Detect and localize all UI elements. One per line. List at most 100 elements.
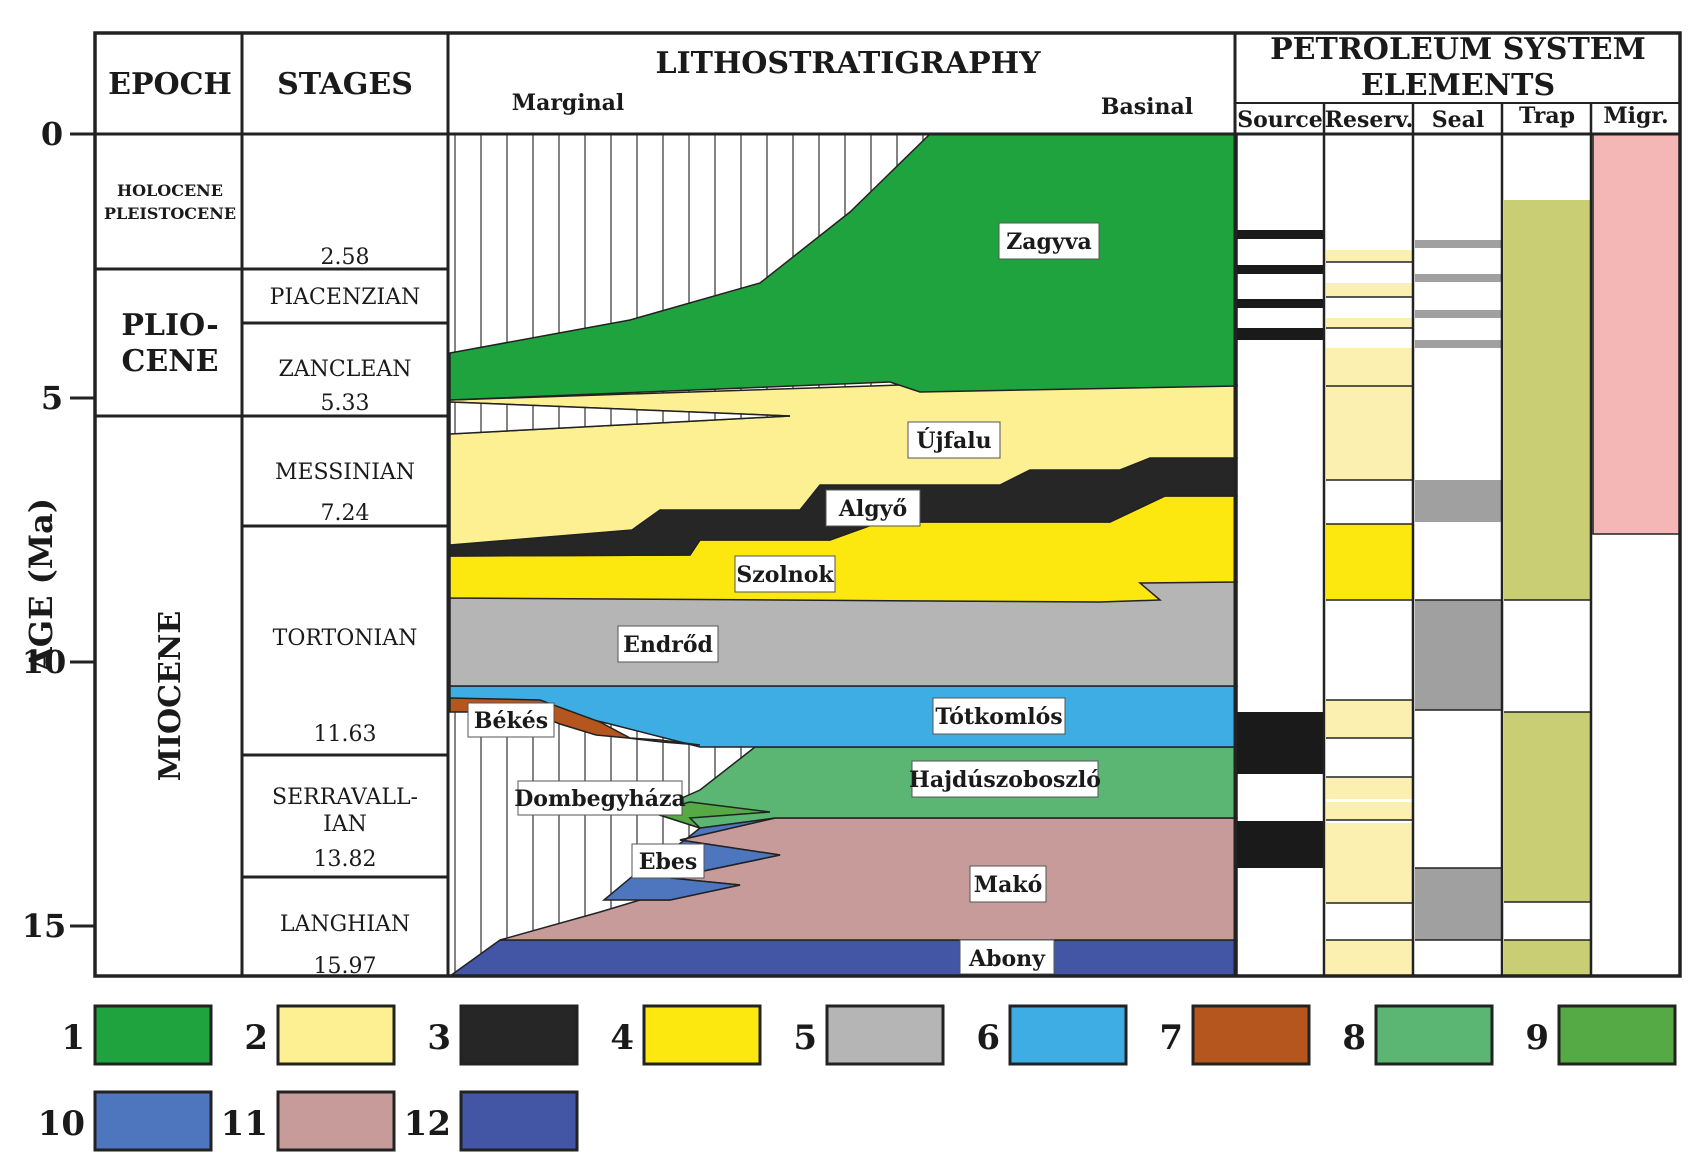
reservoir-interval [1326, 940, 1412, 976]
label-ujfalu: Újfalu [916, 427, 991, 454]
header-petroleum-elements: ELEMENTS [1361, 68, 1555, 103]
tick-label: 15 [22, 907, 67, 945]
legend-number: 5 [793, 1018, 817, 1058]
migration-column [1592, 133, 1681, 535]
source-bed [1237, 299, 1323, 308]
header-lithostratigraphy: LITHOSTRATIGRAPHY [656, 46, 1042, 81]
label-box-mako [969, 865, 1047, 903]
source-bed [1237, 712, 1323, 774]
tick-label: 5 [41, 379, 63, 417]
source-column [1237, 230, 1323, 868]
label-hajduszoboszlo: Hajdúszoboszló [909, 767, 1101, 793]
legend-number: 4 [610, 1018, 634, 1058]
header-migration: Migr. [1603, 103, 1668, 129]
legend-number: 6 [976, 1018, 1000, 1058]
legend-swatch [1557, 1004, 1677, 1066]
legend-swatch [1191, 1004, 1311, 1066]
stage-piacenzian: PIACENZIAN [270, 285, 421, 310]
trap-column [1504, 200, 1590, 976]
epoch-pliocene-2: CENE [121, 344, 218, 379]
legend-number: 8 [1342, 1018, 1366, 1058]
legend-swatch [459, 1004, 579, 1066]
stage-zanclean: ZANCLEAN [278, 357, 411, 382]
label-box-zagyva [998, 222, 1100, 260]
epoch-pliocene-1: PLIO- [121, 308, 218, 343]
stage-serravallian-2: IAN [323, 812, 367, 837]
header-basinal: Basinal [1101, 94, 1193, 120]
label-box-ebes [631, 843, 705, 879]
label-box-szolnok [734, 555, 836, 593]
legend-swatch [825, 1004, 945, 1066]
epoch-miocene: MIOCENE [153, 611, 188, 781]
seal-interval [1415, 600, 1501, 710]
formation-labels: Zagyva Újfalu Algyő Szolnok Endrőd Békés… [467, 222, 1101, 975]
boundary-age: 7.24 [321, 501, 370, 526]
epoch-labels: HOLOCENE PLEISTOCENE PLIO- CENE MIOCENE [104, 181, 236, 781]
boundary-age: 5.33 [321, 391, 370, 416]
label-box-algyo [825, 489, 921, 527]
label-box-bekes [467, 702, 555, 738]
header-stages: STAGES [277, 67, 413, 102]
label-box-endrod [617, 625, 719, 663]
header-seal: Seal [1432, 107, 1485, 133]
trap-interval [1504, 940, 1590, 976]
source-bed [1237, 265, 1323, 274]
header-epoch: EPOCH [108, 67, 232, 102]
seal-interval [1415, 240, 1501, 248]
lithostratigraphy-panel: Zagyva Újfalu Algyő Szolnok Endrőd Békés… [447, 133, 1238, 977]
stage-messinian: MESSINIAN [275, 460, 415, 485]
reservoir-interval [1326, 318, 1412, 328]
marginal-wedge [449, 401, 791, 435]
seal-interval [1415, 274, 1501, 282]
legend-number: 11 [221, 1104, 268, 1144]
boundary-age: 2.58 [321, 245, 370, 270]
header-trap: Trap [1519, 103, 1575, 129]
label-box-hajduszoboszlo [911, 760, 1099, 798]
axis-label: AGE (Ma) [22, 498, 60, 673]
legend-swatch [93, 1004, 213, 1066]
boundary-age: 13.82 [314, 847, 377, 872]
reservoir-interval [1326, 700, 1412, 738]
legend-number: 10 [38, 1104, 85, 1144]
label-endrod: Endrőd [623, 632, 713, 658]
stage-langhian: LANGHIAN [280, 912, 410, 937]
reservoir-interval [1326, 348, 1412, 480]
source-bed [1237, 821, 1323, 868]
label-zagyva: Zagyva [1006, 229, 1092, 255]
migration-interval [1592, 133, 1681, 535]
source-bed [1237, 230, 1323, 239]
header-marginal: Marginal [512, 90, 625, 116]
legend-number: 2 [244, 1018, 268, 1058]
legend-number: 1 [61, 1018, 85, 1058]
header-petroleum-system: PETROLEUM SYSTEM [1270, 32, 1646, 67]
legend-swatch [642, 1004, 762, 1066]
epoch-holocene: HOLOCENE [117, 181, 223, 200]
legend-swatch [93, 1090, 213, 1152]
label-box-totkomlos [932, 697, 1066, 735]
epoch-pleistocene: PLEISTOCENE [104, 204, 236, 223]
label-ebes: Ebes [639, 849, 698, 875]
seal-interval [1415, 868, 1501, 940]
label-szolnok: Szolnok [736, 562, 834, 588]
seal-interval [1415, 480, 1501, 522]
legend-swatch [276, 1004, 396, 1066]
legend-swatch [276, 1090, 396, 1152]
reservoir-interval [1326, 283, 1412, 297]
legend-swatch [459, 1090, 579, 1152]
label-totkomlos: Tótkomlós [935, 704, 1062, 730]
label-box-abony [959, 939, 1055, 975]
formation-abony [447, 939, 1238, 977]
reservoir-interval [1326, 777, 1412, 799]
petroleum-system-panel [1237, 133, 1681, 976]
label-dombegyhaza: Dombegyháza [514, 786, 686, 812]
tick-label: 0 [41, 115, 63, 153]
age-axis: AGE (Ma) 0 5 10 15 [22, 115, 95, 945]
reservoir-interval [1326, 823, 1412, 903]
reservoir-column [1326, 250, 1412, 976]
stage-serravallian-1: SERRAVALL- [272, 785, 418, 810]
trap-interval [1504, 712, 1590, 902]
seal-interval [1415, 310, 1501, 318]
seal-interval [1415, 340, 1501, 348]
legend: 1 2 3 4 5 6 7 8 910 11 12 [38, 1004, 1677, 1152]
